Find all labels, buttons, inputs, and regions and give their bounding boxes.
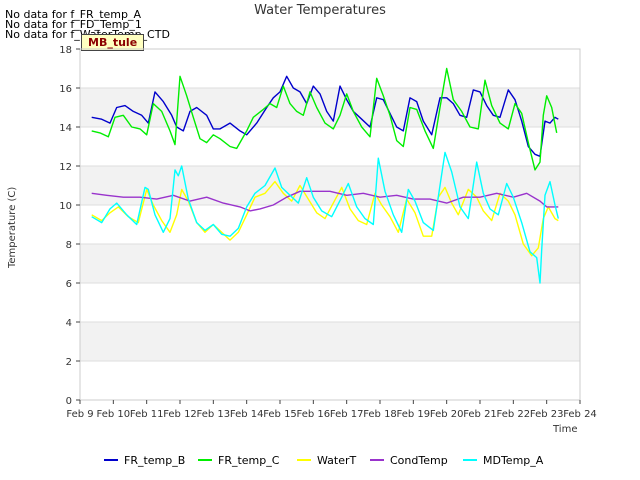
y-tick-label: 4 <box>66 318 72 329</box>
x-tick-label: Feb 10 <box>97 409 131 420</box>
y-tick-label: 8 <box>66 240 72 251</box>
y-tick-label: 12 <box>59 162 72 173</box>
x-axis-label: Time <box>553 424 578 435</box>
grid-band <box>80 166 580 205</box>
series-line-fr-temp-c <box>91 67 558 171</box>
legend: FR_temp_B FR_temp_C WaterT CondTemp MDTemp_A <box>0 454 640 468</box>
legend-label: MDTemp_A <box>483 454 544 467</box>
legend-item-condtemp: CondTemp <box>370 454 448 467</box>
x-tick-label: Feb 15 <box>263 409 297 420</box>
y-tick-label: 2 <box>66 357 72 368</box>
y-tick-label: 18 <box>59 45 72 56</box>
series-line-condtemp <box>91 190 559 212</box>
x-tick-label: Feb 22 <box>497 409 531 420</box>
legend-item-fr-temp-b: FR_temp_B <box>104 454 185 467</box>
x-tick-label: Feb 24 <box>563 409 597 420</box>
chart-title: Water Temperatures <box>254 3 386 18</box>
legend-label: CondTemp <box>390 454 448 467</box>
legend-item-fr-temp-c: FR_temp_C <box>198 454 279 467</box>
legend-label: FR_temp_B <box>124 454 186 467</box>
y-tick-label: 16 <box>59 84 72 95</box>
site-badge: MB_tule <box>81 34 145 51</box>
grid-band <box>80 244 580 283</box>
x-tick-label: Feb 19 <box>397 409 431 420</box>
grid-band <box>80 88 580 127</box>
legend-swatch <box>297 459 311 461</box>
nodata-message-2: No data for f_FD_Temp_1 <box>5 18 142 31</box>
legend-label: WaterT <box>317 454 357 467</box>
y-tick-label: 0 <box>66 396 72 407</box>
series-line-mdtemp-a <box>91 151 559 284</box>
legend-item-mdtemp-a: MDTemp_A <box>463 454 543 467</box>
x-tick-label: Feb 17 <box>330 409 364 420</box>
series-lines <box>91 67 559 284</box>
x-tick-label: Feb 21 <box>463 409 497 420</box>
x-tick-label: Feb 13 <box>197 409 231 420</box>
y-tick-label: 6 <box>66 279 72 290</box>
x-tick-label: Feb 9 <box>66 409 93 420</box>
series-line-watert <box>91 180 559 257</box>
x-tick-label: Feb 16 <box>297 409 331 420</box>
legend-swatch <box>104 459 118 461</box>
x-tick-label: Feb 18 <box>363 409 397 420</box>
legend-label: FR_temp_C <box>218 454 280 467</box>
x-tick-label: Feb 11 <box>130 409 164 420</box>
legend-swatch <box>463 459 477 461</box>
y-tick-label: 10 <box>59 201 72 212</box>
legend-swatch <box>370 459 384 461</box>
x-tick-label: Feb 23 <box>530 409 564 420</box>
x-tick-label: Feb 14 <box>230 409 264 420</box>
plot-frame <box>79 48 581 401</box>
x-tick-label: Feb 20 <box>430 409 464 420</box>
legend-swatch <box>198 459 212 461</box>
nodata-message-1: No data for f_FR_temp_A <box>5 8 141 21</box>
y-tick-label: 14 <box>59 123 72 134</box>
grid-bands <box>80 48 580 401</box>
grid-band <box>80 322 580 361</box>
legend-item-watert: WaterT <box>297 454 356 467</box>
x-tick-label: Feb 12 <box>163 409 197 420</box>
